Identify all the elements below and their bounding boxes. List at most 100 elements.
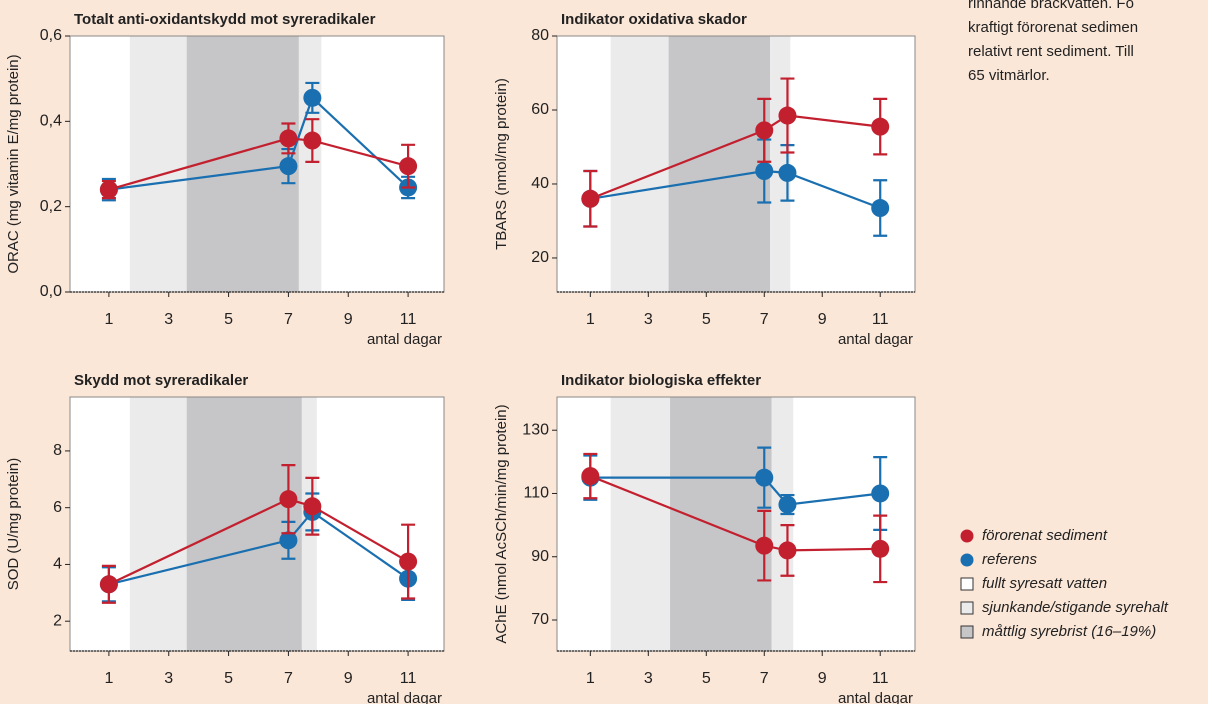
data-point: [303, 131, 322, 150]
y-axis-label: TBARS (nmol/mg protein): [493, 78, 510, 250]
y-tick-label: 90: [531, 548, 549, 565]
x-tick-label: 5: [224, 670, 233, 687]
x-tick-label: 7: [760, 311, 769, 328]
y-tick-label: 6: [53, 499, 62, 516]
note-line: 65 vitmärlor.: [968, 67, 1050, 84]
data-point: [778, 495, 797, 514]
data-point: [399, 552, 418, 571]
data-point: [279, 531, 298, 550]
data-point: [99, 575, 118, 594]
y-tick-label: 110: [523, 485, 549, 502]
x-tick-label: 9: [818, 311, 827, 328]
y-tick-label: 0,6: [40, 27, 62, 44]
legend-swatch: [960, 625, 974, 639]
legend-label: fullt syresatt vatten: [982, 575, 1107, 592]
chart-title: Skydd mot syreradikaler: [74, 372, 248, 389]
data-point: [871, 199, 890, 218]
legend-label: måttlig syrebrist (16–19%): [982, 623, 1156, 640]
legend-label: förorenat sediment: [982, 527, 1108, 544]
series-line: [108, 510, 409, 586]
x-tick-label: 9: [818, 670, 827, 687]
y-axis-label: SOD (U/mg protein): [5, 458, 22, 591]
shade-band: [610, 397, 671, 651]
x-axis-label: antal dagar: [838, 331, 913, 348]
note-line: rinnande bräckvatten. Fö: [968, 0, 1134, 12]
x-tick-label: 11: [400, 670, 417, 687]
data-point: [303, 497, 322, 516]
shade-band: [301, 397, 317, 651]
x-tick-label: 3: [164, 670, 173, 687]
x-tick-label: 3: [164, 311, 173, 328]
x-tick-label: 7: [760, 670, 769, 687]
chart-title: Totalt anti-oxidantskydd mot syreradikal…: [74, 11, 376, 28]
note-line: kraftigt förorenat sedimen: [968, 19, 1138, 36]
y-tick-label: 70: [531, 611, 549, 628]
data-point: [778, 106, 797, 125]
legend-swatch: [960, 577, 974, 591]
x-tick-label: 1: [586, 311, 595, 328]
x-axis-label: antal dagar: [367, 331, 442, 348]
data-point: [279, 157, 298, 176]
x-tick-label: 1: [586, 670, 595, 687]
y-axis-label: AChE (nmol AcSCh/min/mg protein): [493, 404, 510, 643]
series-line: [589, 114, 881, 200]
data-point: [871, 117, 890, 136]
x-tick-label: 9: [344, 670, 353, 687]
shade-band: [670, 397, 772, 651]
y-tick-label: 60: [531, 101, 549, 118]
y-axis-label: ORAC (mg vitamin E/mg protein): [5, 54, 22, 273]
data-point: [399, 157, 418, 176]
shade-band: [129, 36, 187, 292]
shade-band: [610, 36, 669, 292]
data-point: [778, 163, 797, 182]
legend-label: sjunkande/stigande syrehalt: [982, 599, 1169, 616]
shade-band: [771, 397, 794, 651]
y-tick-label: 80: [531, 27, 549, 44]
data-point: [279, 490, 298, 509]
x-tick-label: 9: [344, 311, 353, 328]
data-point: [581, 467, 600, 486]
data-point: [279, 129, 298, 148]
x-tick-label: 1: [104, 670, 113, 687]
series-line: [108, 497, 409, 586]
legend-marker: [960, 529, 974, 543]
x-tick-label: 3: [644, 670, 653, 687]
y-tick-label: 2: [53, 612, 62, 629]
x-tick-label: 11: [872, 311, 889, 328]
x-tick-label: 3: [644, 311, 653, 328]
chart-title: Indikator biologiska effekter: [561, 372, 761, 389]
x-tick-label: 7: [284, 311, 293, 328]
series-line: [108, 137, 409, 191]
y-tick-label: 0,4: [40, 113, 62, 130]
chart-title: Indikator oxidativa skador: [561, 11, 747, 28]
data-point: [871, 484, 890, 503]
note-line: relativt rent sediment. Till: [968, 43, 1134, 60]
y-tick-label: 0,0: [40, 283, 62, 300]
y-tick-label: 4: [53, 556, 62, 573]
legend-swatch: [960, 601, 974, 615]
x-tick-label: 1: [104, 311, 113, 328]
data-point: [303, 88, 322, 107]
y-tick-label: 0,2: [40, 198, 62, 215]
x-axis-label: antal dagar: [367, 690, 442, 704]
legend-label: referens: [982, 551, 1038, 568]
y-tick-label: 8: [53, 442, 62, 459]
x-tick-label: 5: [702, 311, 711, 328]
shade-band: [186, 397, 302, 651]
shade-band: [129, 397, 187, 651]
legend-marker: [960, 553, 974, 567]
y-tick-label: 20: [531, 249, 549, 266]
data-point: [755, 536, 774, 555]
x-tick-label: 11: [400, 311, 417, 328]
shade-band: [298, 36, 322, 292]
x-tick-label: 5: [702, 670, 711, 687]
series-line: [590, 476, 881, 506]
shade-band: [770, 36, 791, 292]
y-tick-label: 130: [522, 421, 549, 438]
series-line: [589, 475, 881, 552]
data-point: [755, 162, 774, 181]
data-point: [99, 180, 118, 199]
x-tick-label: 7: [284, 670, 293, 687]
